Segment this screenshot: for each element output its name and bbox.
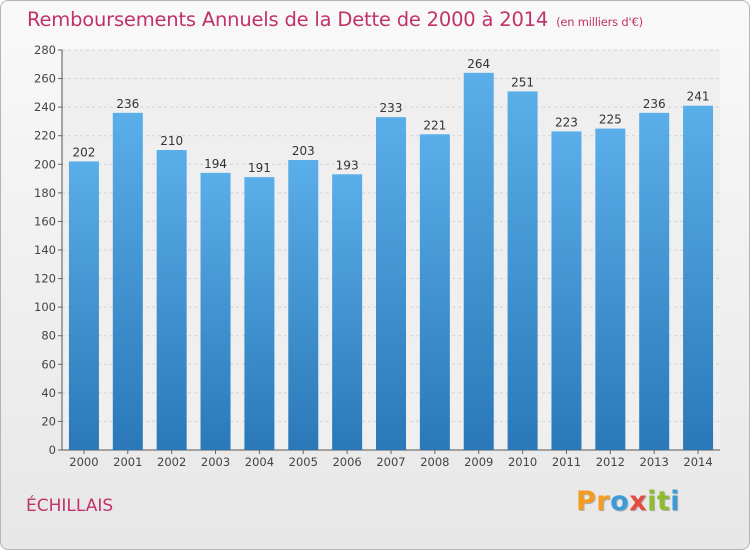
logo-letter: t [656, 486, 671, 517]
data-label: 203 [292, 144, 315, 158]
x-tick-label: 2011 [552, 455, 581, 469]
bar [288, 160, 319, 450]
x-tick-label: 2012 [596, 455, 625, 469]
bar [200, 172, 231, 450]
chart-title: Remboursements Annuels de la Dette de 20… [27, 8, 643, 31]
y-tick-label: 40 [41, 386, 56, 400]
data-label: 236 [116, 97, 139, 111]
x-tick-label: 2000 [69, 455, 98, 469]
data-label: 191 [248, 161, 271, 175]
y-tick-label: 240 [34, 100, 56, 114]
x-tick-label: 2005 [289, 455, 318, 469]
x-tick-label: 2004 [245, 455, 274, 469]
bar [376, 117, 406, 451]
data-label: 193 [336, 158, 359, 172]
bar [551, 131, 582, 450]
y-tick-label: 280 [34, 43, 56, 57]
x-tick-label: 2003 [201, 455, 230, 469]
data-label: 251 [511, 75, 534, 89]
data-label: 223 [555, 115, 578, 129]
y-tick-label: 120 [34, 272, 56, 286]
y-tick-label: 160 [34, 214, 56, 228]
logo-letter: i [670, 486, 681, 517]
place-name: ÉCHILLAIS [26, 496, 114, 516]
data-label: 221 [423, 118, 446, 132]
y-tick-label: 140 [34, 243, 56, 257]
y-tick-label: 180 [34, 186, 56, 200]
data-label: 264 [467, 57, 490, 71]
data-label: 202 [72, 145, 95, 159]
bar [683, 105, 714, 450]
x-tick-label: 2001 [113, 455, 142, 469]
data-label: 241 [687, 90, 710, 104]
y-tick-label: 100 [34, 300, 56, 314]
bar [463, 72, 494, 450]
data-label: 194 [204, 157, 227, 171]
x-tick-label: 2006 [332, 455, 361, 469]
logo-letter: i [647, 486, 657, 517]
y-tick-label: 60 [41, 357, 56, 371]
x-tick-label: 2010 [508, 455, 537, 469]
bar [507, 91, 538, 450]
data-label: 210 [160, 134, 183, 148]
x-tick-label: 2013 [640, 455, 669, 469]
proxiti-logo: Proxiti [576, 486, 680, 517]
y-tick-label: 220 [34, 129, 56, 143]
bar [156, 150, 187, 450]
bar [332, 174, 363, 451]
y-tick-label: 20 [41, 414, 56, 428]
logo-letter: x [629, 486, 648, 517]
x-tick-label: 2008 [420, 455, 449, 469]
bar [419, 134, 450, 451]
chart-title-text: Remboursements Annuels de la Dette de 20… [27, 8, 549, 31]
bar [595, 128, 626, 451]
logo-letter: o [610, 486, 630, 517]
logo-letter: P [576, 486, 597, 517]
bar [112, 112, 143, 450]
data-label: 225 [599, 113, 622, 127]
data-label: 233 [380, 101, 403, 115]
bar [639, 112, 670, 450]
y-tick-label: 0 [49, 443, 56, 457]
x-tick-label: 2007 [376, 455, 405, 469]
x-tick-label: 2014 [683, 455, 712, 469]
data-label: 236 [643, 97, 666, 111]
chart-subtitle: (en milliers d'€) [556, 15, 643, 29]
x-tick-label: 2009 [464, 455, 493, 469]
y-tick-label: 80 [41, 329, 56, 343]
x-tick-label: 2002 [157, 455, 186, 469]
bar [68, 161, 99, 450]
bar [244, 177, 275, 450]
y-tick-label: 260 [34, 72, 56, 86]
y-tick-label: 200 [34, 157, 56, 171]
logo-letter: r [596, 486, 611, 517]
